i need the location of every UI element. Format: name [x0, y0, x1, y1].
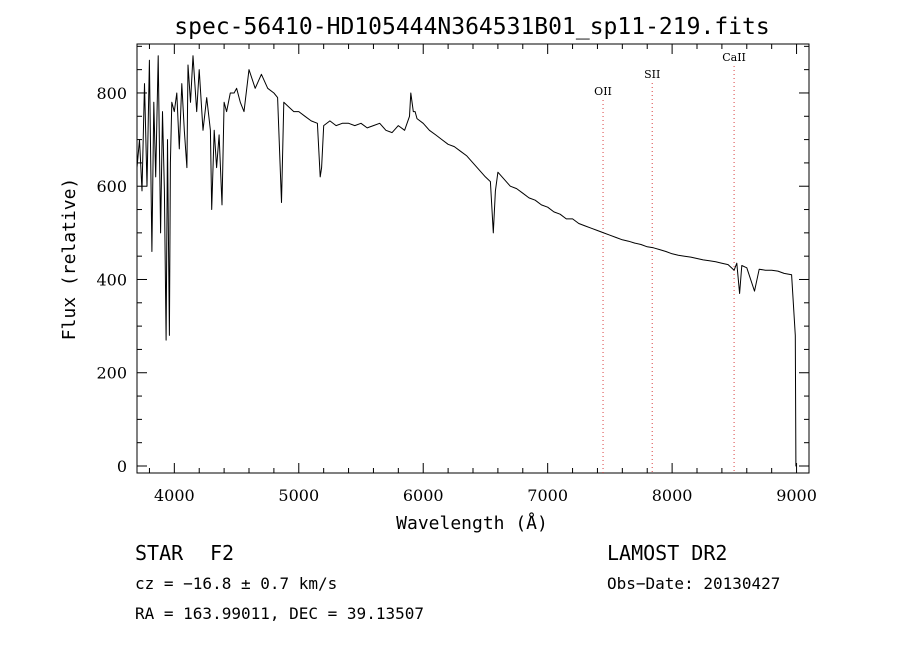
obs-date-text: Obs−Date: 20130427 — [607, 574, 780, 593]
redshift-text: cz = −16.8 ± 0.7 km/s — [135, 574, 337, 593]
plot-frame — [136, 43, 810, 474]
object-type: STAR — [135, 541, 184, 565]
y-tick-label: 0 — [117, 457, 127, 476]
x-tick-label: 8000 — [652, 486, 693, 505]
x-tick-label: 4000 — [154, 486, 195, 505]
survey-label: LAMOST DR2 — [607, 541, 727, 565]
x-tick-label: 5000 — [278, 486, 319, 505]
spectrum-series — [136, 55, 797, 467]
y-axis-label: Flux (relative) — [59, 178, 80, 341]
annotation-markers: OII SII CaII — [594, 51, 746, 473]
y-tick-label: 600 — [96, 177, 127, 196]
line-marker-label: CaII — [722, 51, 746, 64]
spectral-subclass: F2 — [210, 541, 234, 565]
x-axis-label: Wavelength (Å) — [396, 512, 548, 534]
chart-title: spec-56410-HD105444N364531B01_sp11-219.f… — [174, 14, 769, 40]
y-tick-label: 800 — [96, 84, 127, 103]
line-marker-label: SII — [644, 68, 660, 81]
axis-ticks: 4000 5000 6000 7000 8000 9000 0 200 400 600 800 — [96, 44, 817, 505]
spectrum-line — [136, 55, 797, 467]
y-tick-label: 200 — [96, 364, 127, 383]
y-tick-label: 400 — [96, 270, 127, 289]
x-tick-label: 6000 — [403, 486, 444, 505]
x-tick-label: 9000 — [776, 486, 817, 505]
coordinates-text: RA = 163.99011, DEC = 39.13507 — [135, 604, 424, 623]
x-tick-label: 7000 — [527, 486, 568, 505]
line-marker-label: OII — [594, 85, 612, 98]
